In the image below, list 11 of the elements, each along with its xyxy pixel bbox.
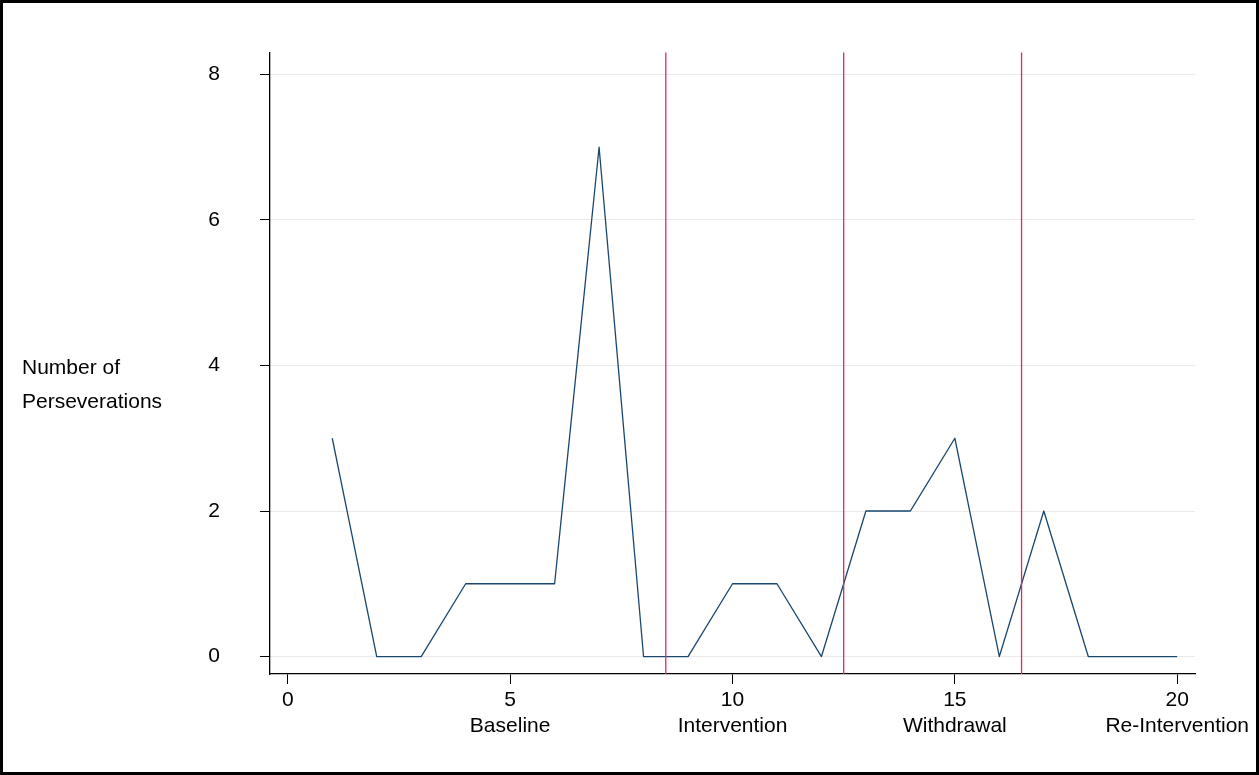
y-tick-label: 0 xyxy=(208,643,220,667)
x-tick-label: 5 Baseline xyxy=(469,687,551,736)
y-axis-title: Number of Perseverations xyxy=(22,354,163,412)
y-tick-label: 8 xyxy=(208,61,220,85)
y-tick-label: 2 xyxy=(208,497,220,521)
y-tick-label: 4 xyxy=(208,352,221,376)
x-tick-label: 10 Intervention xyxy=(677,687,788,736)
x-tick-label: 15 Withdrawal xyxy=(902,687,1007,736)
x-tick-label: 20 Re-Intervention xyxy=(1105,687,1249,736)
x-tick-label: 0 xyxy=(281,687,294,711)
y-tick-label: 6 xyxy=(208,206,220,230)
